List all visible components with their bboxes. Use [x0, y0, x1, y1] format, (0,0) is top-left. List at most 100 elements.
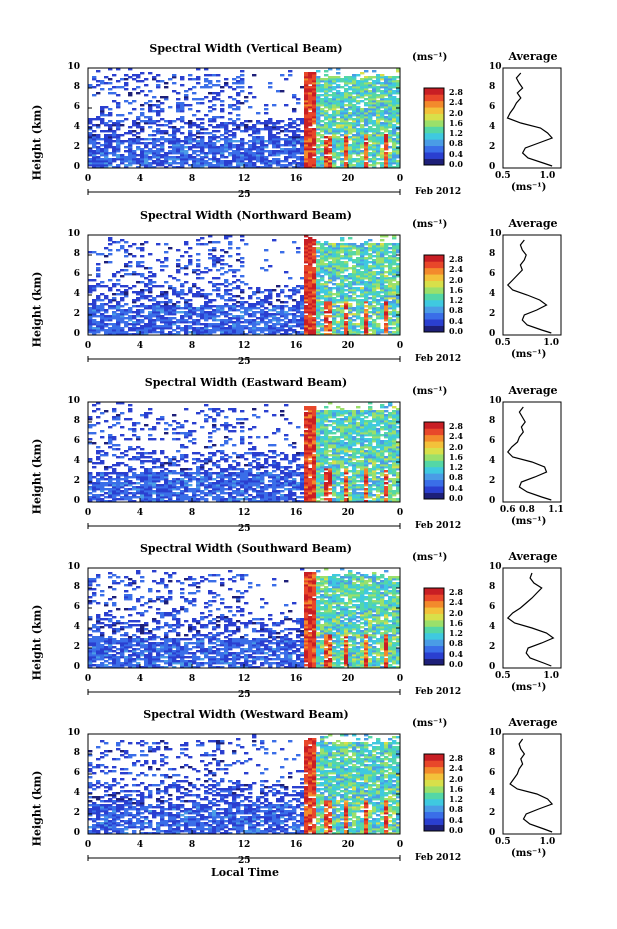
- heatmap-cell: [192, 422, 197, 425]
- heatmap-cell: [132, 448, 137, 451]
- heatmap-cell: [236, 144, 241, 147]
- heatmap-cell: [348, 80, 353, 83]
- heatmap-cell: [148, 110, 153, 113]
- heatmap-cell: [176, 158, 181, 161]
- heatmap-cell: [192, 492, 197, 495]
- heatmap-cell: [388, 116, 393, 119]
- heatmap-cell: [128, 317, 133, 320]
- heatmap-cell: [216, 152, 221, 155]
- heatmap-cell: [388, 132, 393, 135]
- heatmap-cell: [188, 104, 193, 107]
- heatmap-cell: [256, 327, 261, 330]
- heatmap-cell: [168, 458, 173, 461]
- heatmap-cell: [144, 498, 149, 501]
- heatmap-cell: [384, 128, 389, 131]
- heatmap-cell: [188, 311, 193, 314]
- heatmap-cell: [348, 321, 353, 324]
- heatmap-cell: [372, 110, 377, 113]
- colorbar-frame: [423, 87, 445, 166]
- heatmap-cell: [312, 247, 317, 250]
- heatmap-cell: [332, 100, 337, 103]
- heatmap-cell: [224, 440, 229, 443]
- heatmap-cell: [268, 293, 273, 296]
- heatmap-cell: [312, 98, 317, 101]
- heatmap-cell: [188, 309, 193, 312]
- heatmap-cell: [164, 478, 169, 481]
- heatmap-cell: [348, 152, 353, 155]
- heatmap-cell: [144, 164, 149, 167]
- heatmap-cell: [164, 130, 169, 133]
- heatmap-cell: [240, 146, 245, 149]
- heatmap-cell: [244, 158, 249, 161]
- heatmap-cell: [108, 140, 113, 143]
- heatmap-cell: [316, 291, 321, 294]
- heatmap-cell: [360, 110, 365, 113]
- heatmap-cell: [116, 279, 121, 282]
- heatmap-cell: [372, 132, 377, 135]
- heatmap-cell: [380, 92, 385, 95]
- heatmap-cell: [388, 271, 393, 274]
- heatmap-cell: [280, 120, 285, 123]
- heatmap-cell: [372, 267, 377, 270]
- heatmap-cell: [332, 257, 337, 260]
- heatmap-cell: [360, 108, 365, 111]
- colorbar-segment: [424, 100, 444, 108]
- heatmap-cell: [236, 154, 241, 157]
- heatmap-cell: [380, 164, 385, 167]
- heatmap-cell: [264, 301, 269, 304]
- heatmap-cell: [312, 84, 317, 87]
- heatmap-cell: [164, 474, 169, 477]
- heatmap-cell: [168, 323, 173, 326]
- heatmap-cell: [204, 460, 209, 463]
- heatmap-cell: [336, 132, 341, 135]
- heatmap-cell: [104, 164, 109, 167]
- heatmap-cell: [148, 152, 153, 155]
- heatmap-cell: [212, 305, 217, 308]
- heatmap-cell: [220, 492, 225, 495]
- heatmap-cell: [344, 142, 349, 145]
- heatmap-cell: [344, 331, 349, 334]
- heatmap-cell: [204, 420, 209, 423]
- heatmap-cell: [328, 130, 333, 133]
- heatmap-cell: [396, 152, 401, 155]
- heatmap-cell: [124, 478, 129, 481]
- heatmap-cell: [304, 281, 309, 284]
- heatmap-cell: [276, 319, 281, 322]
- heatmap-cell: [304, 72, 309, 75]
- heatmap-cell: [180, 424, 185, 427]
- heatmap-cell: [92, 142, 97, 145]
- heatmap-cell: [364, 152, 369, 155]
- heatmap-cell: [244, 130, 249, 133]
- heatmap-cell: [376, 154, 381, 157]
- heatmap-cell: [88, 498, 93, 501]
- heatmap-cell: [324, 114, 329, 117]
- heatmap-cell: [208, 474, 213, 477]
- heatmap-cell: [172, 138, 177, 141]
- heatmap-cell: [152, 78, 157, 81]
- heatmap-cell: [232, 275, 237, 278]
- heatmap-cell: [232, 329, 237, 332]
- heatmap-cell: [140, 291, 145, 294]
- heatmap-cell: [272, 126, 277, 129]
- heatmap-cell: [324, 126, 329, 129]
- heatmap-cell: [224, 148, 229, 151]
- heatmap-cell: [200, 126, 205, 129]
- heatmap-cell: [172, 494, 177, 497]
- heatmap-cell: [212, 152, 217, 155]
- heatmap-cell: [332, 130, 337, 133]
- heatmap-cell: [304, 116, 309, 119]
- heatmap-cell: [336, 271, 341, 274]
- heatmap-cell: [388, 277, 393, 280]
- heatmap-cell: [312, 142, 317, 145]
- heatmap-cell: [168, 285, 173, 288]
- heatmap-cell: [148, 142, 153, 145]
- heatmap-cell: [392, 245, 397, 248]
- heatmap-cell: [360, 128, 365, 131]
- heatmap-cell: [296, 118, 301, 121]
- heatmap-cell: [388, 146, 393, 149]
- heatmap-cell: [220, 122, 225, 125]
- heatmap-cell: [328, 309, 333, 312]
- heatmap-cell: [248, 323, 253, 326]
- colorbar-tick-label: 0.0: [449, 326, 463, 336]
- heatmap-cell: [248, 158, 253, 161]
